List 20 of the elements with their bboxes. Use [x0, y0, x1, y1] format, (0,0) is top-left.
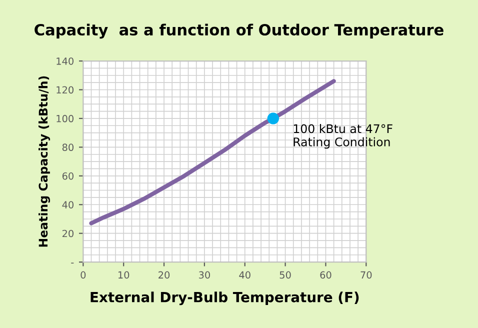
y-tick-label: 60	[62, 172, 74, 180]
x-tick-label: 10	[118, 271, 130, 279]
x-tick-label: 40	[239, 271, 250, 279]
x-tick-label: 50	[280, 271, 291, 279]
x-tick-label: 30	[199, 271, 210, 279]
y-tick-label: 40	[62, 201, 74, 208]
chart-title: Capacity as a function of Outdoor Temperature	[34, 24, 444, 39]
x-tick-label: 70	[360, 271, 372, 279]
y-tick-label: 120	[56, 86, 74, 94]
y-tick-label: 80	[62, 144, 74, 152]
annotation: 100 kBtu at 47°F Rating Condition	[294, 124, 392, 149]
x-tick-label: 0	[80, 271, 86, 279]
x-tick-label: 60	[320, 271, 332, 279]
y-tick-label: -	[71, 262, 74, 264]
y-tick-label: 100	[56, 114, 74, 122]
y-tick-label: 140	[56, 57, 74, 65]
x-tick-label: 20	[158, 271, 170, 279]
y-tick-label: 20	[62, 230, 74, 238]
x-axis-title: External Dry-Bulb Temperature (F)	[90, 292, 359, 306]
y-axis-title: Heating Capacity (kBtu/h)	[38, 76, 50, 247]
